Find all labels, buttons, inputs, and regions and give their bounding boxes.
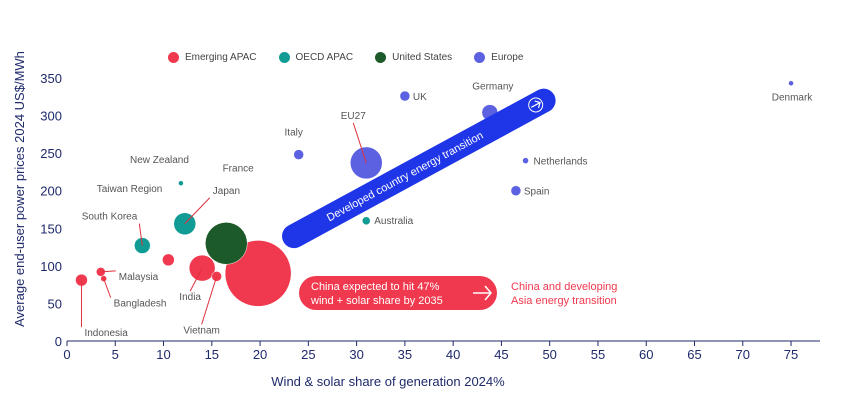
annotations: Developed country energy transition China…: [282, 88, 617, 310]
y-tick-label: 50: [48, 296, 62, 311]
x-tick-label: 65: [687, 347, 701, 362]
y-tick-label: 300: [40, 109, 62, 124]
legend-item: United States: [375, 52, 452, 63]
point-denmark: [788, 80, 794, 87]
y-tick-label: 100: [40, 259, 62, 274]
point-netherlands: [522, 157, 529, 164]
legend-item: Europe: [474, 52, 523, 63]
x-tick-label: 75: [784, 347, 798, 362]
point-label: Italy: [285, 128, 303, 139]
point-label: Malaysia: [119, 272, 159, 283]
point-united-states: [205, 222, 248, 265]
leader-line: [189, 267, 203, 292]
china-box-line-2: wind + solar share by 2035: [310, 295, 443, 307]
leader-line: [352, 122, 367, 164]
china-projection-box: [299, 276, 497, 310]
point-label: Spain: [524, 187, 550, 198]
y-tick-label: 0: [55, 334, 62, 349]
legend-label: Europe: [491, 52, 524, 63]
arrow-band: [282, 88, 556, 249]
developed-transition-label: Developed country energy transition: [325, 130, 485, 225]
legend-label: Emerging APAC: [185, 52, 257, 63]
legend: Emerging APAC OECD APAC United States Europ…: [168, 52, 523, 63]
y-tick-label: 350: [40, 71, 62, 86]
legend-swatch: [375, 52, 387, 63]
leader-line: [184, 197, 211, 225]
x-tick-label: 10: [156, 347, 170, 362]
point-australia: [362, 216, 371, 226]
x-tick-label: 25: [301, 347, 315, 362]
x-tick-label: 70: [736, 347, 750, 362]
x-tick-label: 15: [205, 347, 219, 362]
leader-line: [138, 223, 143, 246]
arrow-icon-ring: [528, 97, 544, 113]
point-label: Vietnam: [183, 325, 220, 336]
point-uk: [399, 90, 411, 102]
x-tick-label: 60: [639, 347, 653, 362]
x-tick-label: 50: [542, 347, 556, 362]
x-tick-label: 55: [591, 347, 605, 362]
point-italy: [293, 149, 304, 160]
leader-line: [201, 276, 218, 325]
point-labels: Indonesia Malaysia Bangladesh South Korea Ta…: [80, 82, 814, 339]
point-label: Japan: [213, 186, 240, 197]
legend-item: OECD APAC: [278, 52, 354, 63]
y-axis-title: Average end-user power prices 2024 US$/M…: [12, 51, 27, 327]
developed-transition-arrow: Developed country energy transition: [282, 88, 556, 249]
leader-line: [103, 278, 112, 298]
arrow-right-icon: [473, 285, 492, 301]
point-label: France: [223, 164, 255, 175]
point-label: India: [179, 292, 201, 303]
point-label: Australia: [374, 216, 413, 227]
point-label: UK: [413, 92, 427, 103]
developing-label-line-1: China and developing: [511, 281, 617, 293]
x-axis-title: Wind & solar share of generation 2024%: [271, 374, 505, 389]
china-box-line-1: China expected to hit 47%: [311, 281, 440, 293]
point-new-zealand: [178, 180, 184, 186]
x-tick-label: 30: [349, 347, 363, 362]
point-label: Germany: [472, 82, 513, 93]
y-tick-label: 200: [40, 184, 62, 199]
arrow-right-icon: [531, 100, 541, 109]
legend-label: OECD APAC: [295, 52, 354, 63]
x-tick-label: 0: [63, 347, 70, 362]
x-tick-label: 45: [494, 347, 508, 362]
x-tick-label: 40: [446, 347, 460, 362]
y-tick-label: 250: [40, 146, 62, 161]
data-points: [75, 80, 794, 307]
point-label: EU27: [341, 111, 366, 122]
x-tick-label: 35: [398, 347, 412, 362]
point-label: South Korea: [82, 212, 138, 223]
point-label: Netherlands: [534, 157, 588, 168]
y-tick-label: 150: [40, 221, 62, 236]
point-label: Indonesia: [84, 328, 128, 339]
point-label: Bangladesh: [114, 299, 167, 310]
x-tick-label: 5: [112, 347, 119, 362]
developing-label-line-2: Asia energy transition: [511, 295, 617, 307]
x-tick-label: 20: [253, 347, 267, 362]
point-label: Taiwan Region: [97, 184, 163, 195]
legend-swatch: [278, 52, 290, 63]
legend-swatch: [168, 52, 179, 63]
point-label: New Zealand: [130, 155, 189, 166]
point-label: Denmark: [772, 92, 814, 103]
legend-swatch: [474, 52, 486, 63]
point-spain: [510, 185, 522, 196]
axes: 0 5 10 15 20 25 30 35 40 45 50 55 60 65 70 75 0 50 100 150 2…: [12, 51, 820, 389]
leader-line: [100, 270, 116, 273]
legend-label: United States: [392, 52, 453, 63]
point-taiwan-region: [162, 253, 175, 267]
legend-item: Emerging APAC: [168, 52, 257, 63]
